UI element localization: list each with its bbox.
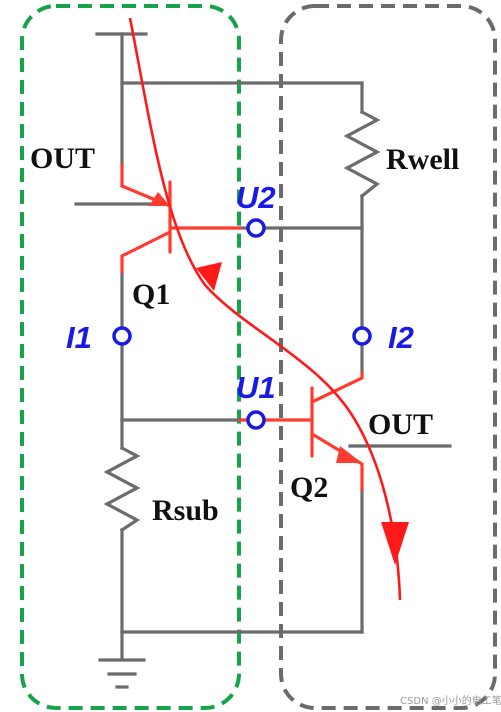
i2-label: I2 <box>388 320 414 355</box>
u2-node-marker <box>246 218 266 238</box>
p-substrate-region-box <box>20 4 241 710</box>
out-right-label: OUT <box>368 408 433 441</box>
rsub-resistor-icon <box>103 445 141 533</box>
current-arrow-mid-icon <box>196 262 222 291</box>
q1-npn-transistor-icon <box>120 163 242 274</box>
out-left-label: OUT <box>30 142 95 175</box>
latchup-current-path <box>128 17 402 601</box>
current-arrow-bottom-icon <box>381 522 409 565</box>
i1-label: I1 <box>66 320 92 355</box>
q2-lower-lead <box>310 432 364 492</box>
rwell-resistor-icon <box>343 109 381 199</box>
rwell-label: Rwell <box>386 143 459 176</box>
q2-arrow <box>336 446 362 463</box>
q1-lower-lead <box>120 230 172 274</box>
i1-node-marker <box>112 326 132 346</box>
i2-node-marker <box>352 326 372 346</box>
q2-label: Q2 <box>290 471 328 504</box>
ground-icon <box>98 658 146 689</box>
u1-label: U1 <box>236 370 276 405</box>
watermark-text: CSDN @小小的电工笔记 <box>400 694 501 707</box>
rsub-label: Rsub <box>152 494 219 527</box>
q1-label: Q1 <box>132 278 170 311</box>
q2-upper-lead <box>310 371 364 404</box>
n-well-region-box <box>279 4 497 710</box>
q1-arrow <box>149 192 170 206</box>
u1-node-marker <box>246 410 266 430</box>
u2-label: U2 <box>236 180 276 215</box>
